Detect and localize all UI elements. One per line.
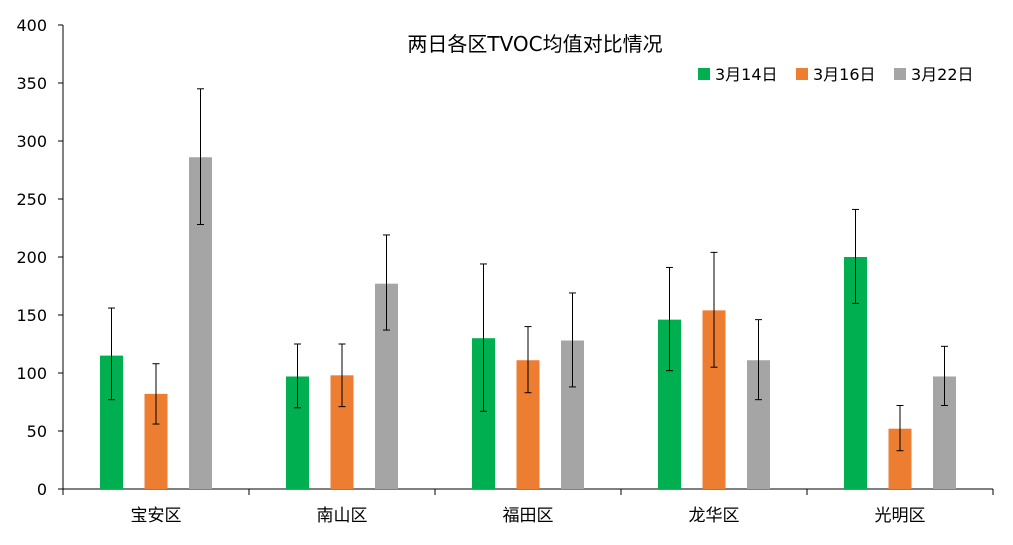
y-tick-label: 250	[16, 190, 47, 209]
error-bars	[108, 88, 948, 452]
bar	[472, 338, 495, 489]
bar	[844, 257, 867, 489]
bar	[375, 283, 398, 489]
bar	[561, 340, 584, 489]
y-tick-label: 150	[16, 306, 47, 325]
y-tick-label: 300	[16, 132, 47, 151]
bar	[658, 319, 681, 489]
bar	[702, 310, 726, 489]
x-category-label: 龙华区	[689, 506, 740, 526]
bar	[747, 360, 770, 489]
legend-swatch	[894, 68, 906, 80]
bar	[516, 360, 540, 489]
bar	[888, 428, 912, 489]
y-tick-label: 0	[37, 480, 47, 499]
y-tick-label: 400	[16, 16, 47, 35]
x-category-label: 福田区	[503, 506, 554, 526]
x-category-label: 光明区	[875, 506, 926, 526]
chart-title: 两日各区TVOC均值对比情况	[407, 32, 662, 56]
y-tick-label: 200	[16, 248, 47, 267]
bars	[100, 157, 956, 490]
y-tick-label: 50	[27, 422, 47, 441]
legend-label: 3月22日	[911, 65, 974, 84]
legend-label: 3月14日	[715, 65, 778, 84]
bar	[100, 355, 123, 489]
legend: 3月14日 3月16日 3月22日	[698, 65, 974, 84]
legend-label: 3月16日	[813, 65, 876, 84]
x-category-label: 宝安区	[131, 506, 182, 526]
x-category-label: 南山区	[317, 506, 368, 526]
bar	[286, 376, 309, 489]
y-tick-label: 100	[16, 364, 47, 383]
bar	[189, 157, 212, 490]
axes: 0 50 100 150 200 250 300 350 400 宝安区 南山区 福田区 龙华区 光明区	[16, 16, 994, 526]
legend-swatch	[698, 68, 710, 80]
legend-swatch	[796, 68, 808, 80]
bar	[933, 376, 956, 489]
bar	[144, 393, 168, 489]
y-tick-label: 350	[16, 74, 47, 93]
bar	[330, 375, 354, 489]
